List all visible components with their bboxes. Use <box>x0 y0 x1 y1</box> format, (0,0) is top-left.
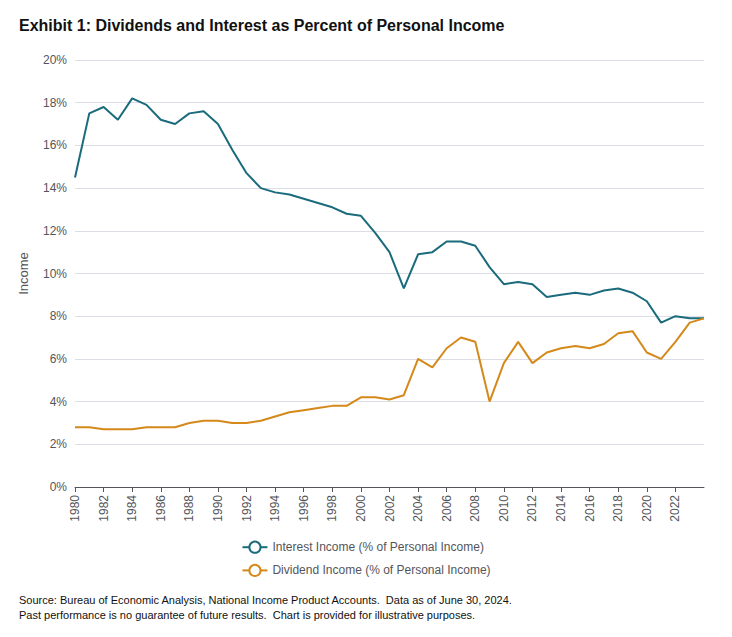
svg-text:1988: 1988 <box>182 495 196 522</box>
svg-text:12%: 12% <box>43 224 67 238</box>
svg-text:2010: 2010 <box>497 495 511 522</box>
svg-text:Income: Income <box>16 252 31 295</box>
svg-text:Past performance is no guarant: Past performance is no guarantee of futu… <box>19 609 475 621</box>
svg-text:1992: 1992 <box>240 495 254 522</box>
svg-text:2012: 2012 <box>525 495 539 522</box>
svg-text:8%: 8% <box>50 309 68 323</box>
svg-text:0%: 0% <box>50 480 68 494</box>
svg-text:2%: 2% <box>50 437 68 451</box>
svg-text:16%: 16% <box>43 138 67 152</box>
svg-text:1984: 1984 <box>125 495 139 522</box>
svg-text:Dividend Income (% of Personal: Dividend Income (% of Personal Income) <box>272 563 490 577</box>
svg-text:2002: 2002 <box>383 495 397 522</box>
svg-text:1998: 1998 <box>325 495 339 522</box>
svg-text:2008: 2008 <box>468 495 482 522</box>
svg-text:1994: 1994 <box>268 495 282 522</box>
svg-text:2000: 2000 <box>354 495 368 522</box>
svg-text:6%: 6% <box>50 352 68 366</box>
svg-text:2020: 2020 <box>640 495 654 522</box>
svg-text:2018: 2018 <box>611 495 625 522</box>
svg-text:14%: 14% <box>43 181 67 195</box>
svg-text:2014: 2014 <box>554 495 568 522</box>
svg-text:1980: 1980 <box>68 495 82 522</box>
svg-text:1982: 1982 <box>97 495 111 522</box>
svg-text:2016: 2016 <box>583 495 597 522</box>
svg-text:1996: 1996 <box>297 495 311 522</box>
svg-text:Interest Income (% of Personal: Interest Income (% of Personal Income) <box>272 540 483 554</box>
svg-text:18%: 18% <box>43 96 67 110</box>
svg-text:2006: 2006 <box>440 495 454 522</box>
svg-text:20%: 20% <box>43 53 67 67</box>
svg-text:Source: Bureau of Economic Ana: Source: Bureau of Economic Analysis, Nat… <box>19 594 512 606</box>
svg-text:2004: 2004 <box>411 495 425 522</box>
svg-text:1986: 1986 <box>154 495 168 522</box>
svg-text:Exhibit 1: Dividends and Inter: Exhibit 1: Dividends and Interest as Per… <box>19 17 505 34</box>
svg-text:2022: 2022 <box>668 495 682 522</box>
svg-text:4%: 4% <box>50 395 68 409</box>
svg-text:1990: 1990 <box>211 495 225 522</box>
svg-text:10%: 10% <box>43 267 67 281</box>
